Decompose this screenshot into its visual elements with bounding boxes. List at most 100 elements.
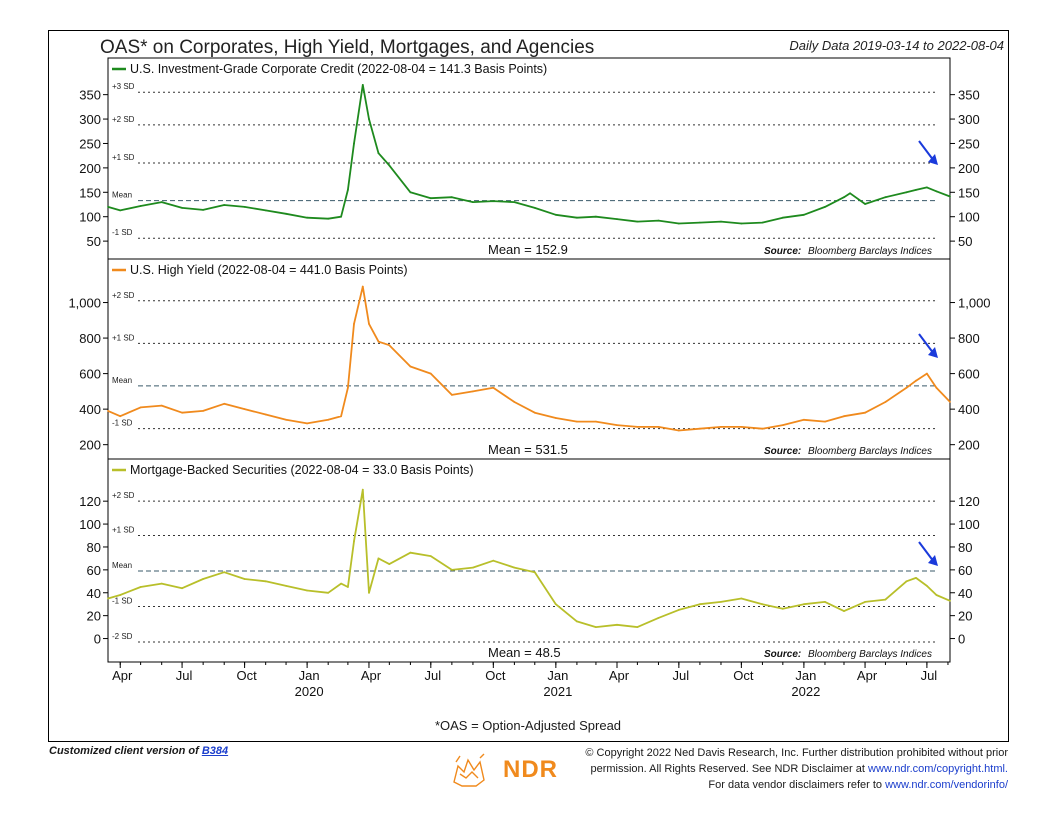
data-point: [472, 201, 474, 204]
y-tick-label-left: 0: [94, 632, 101, 647]
data-point: [915, 577, 917, 579]
data-point: [657, 426, 660, 428]
trend-arrow-head-icon: [928, 555, 938, 566]
copyright-link[interactable]: www.ndr.com/copyright.html.: [868, 763, 1008, 775]
x-tick-label: Jan: [547, 668, 568, 683]
data-point: [699, 427, 701, 430]
legend-label: U.S. Investment-Grade Corporate Credit (…: [130, 62, 547, 76]
y-tick-label-left: 400: [79, 402, 101, 417]
data-point: [533, 411, 536, 414]
data-point: [864, 411, 866, 414]
data-point: [657, 617, 660, 619]
data-point: [139, 406, 142, 409]
y-tick-label-left: 1,000: [68, 296, 101, 311]
data-point: [353, 142, 355, 145]
x-year-label: 2020: [295, 684, 324, 699]
data-point: [740, 426, 743, 428]
copyright-block: © Copyright 2022 Ned Davis Research, Inc…: [585, 745, 1008, 793]
y-tick-label-right: 60: [958, 563, 972, 578]
data-point: [915, 189, 917, 191]
data-point: [699, 603, 701, 606]
data-point: [843, 610, 845, 612]
data-point: [429, 555, 432, 557]
data-point: [513, 201, 516, 204]
source-text: Bloomberg Barclays Indices: [808, 446, 932, 457]
data-point: [409, 365, 412, 368]
data-point: [223, 204, 226, 206]
sd-line-label: +1 SD: [112, 526, 135, 535]
data-point: [636, 426, 639, 428]
source-label: Source:: [764, 446, 801, 457]
y-tick-label-left: 60: [87, 563, 101, 578]
y-tick-label-right: 250: [958, 136, 980, 151]
data-point: [340, 582, 342, 585]
data-point: [160, 201, 163, 204]
x-tick-label: Jan: [795, 668, 816, 683]
data-point: [554, 213, 557, 216]
data-point: [347, 586, 349, 588]
data-point: [781, 216, 784, 219]
data-point: [781, 607, 784, 610]
data-point: [223, 571, 226, 574]
data-point: [327, 418, 330, 421]
data-point: [720, 426, 722, 428]
data-point: [740, 222, 743, 225]
data-point: [285, 585, 287, 587]
data-point: [949, 599, 951, 602]
data-point: [368, 591, 370, 594]
data-point: [636, 626, 639, 628]
chart-title: OAS* on Corporates, High Yield, Mortgage…: [100, 37, 595, 58]
trend-arrow-head-icon: [928, 154, 938, 165]
data-point: [492, 559, 495, 562]
data-point: [781, 424, 784, 426]
data-point: [451, 394, 453, 396]
data-point: [616, 424, 618, 426]
sd-line-label: +2 SD: [112, 291, 135, 300]
data-point: [761, 427, 764, 430]
copyright-line-3-text: For data vendor disclaimers refer to: [708, 779, 886, 791]
data-point: [388, 344, 391, 347]
sd-line-label: +2 SD: [112, 491, 135, 500]
data-point: [409, 551, 412, 554]
y-tick-label-right: 100: [958, 517, 980, 532]
data-point: [803, 213, 805, 216]
trend-arrow-icon: [918, 333, 935, 355]
data-point: [824, 206, 826, 208]
data-point: [340, 215, 342, 218]
sd-line-label: +1 SD: [112, 333, 135, 342]
client-version-link[interactable]: B384: [201, 745, 229, 757]
data-point: [139, 586, 142, 588]
data-point: [472, 566, 474, 569]
vendorinfo-link[interactable]: www.ndr.com/vendorinfo/: [885, 779, 1008, 791]
x-tick-label: Apr: [361, 668, 382, 683]
y-tick-label-left: 120: [79, 494, 101, 509]
data-point: [533, 571, 536, 574]
y-tick-label-right: 200: [958, 161, 980, 176]
data-point: [243, 408, 246, 410]
copyright-line-2-text: permission. All Rights Reserved. See NDR…: [590, 763, 868, 775]
y-tick-label-left: 100: [79, 210, 101, 225]
data-point: [160, 404, 163, 407]
y-tick-label-left: 300: [79, 112, 101, 127]
panel-frame: [107, 57, 951, 260]
data-point: [202, 410, 205, 412]
data-point: [677, 609, 680, 611]
y-tick-label-left: 800: [79, 331, 101, 346]
data-point: [554, 417, 557, 419]
y-tick-label-left: 80: [87, 540, 101, 555]
data-point: [616, 623, 618, 626]
x-tick-label: Oct: [485, 668, 506, 683]
data-point: [347, 189, 349, 191]
client-version-prefix: Customized client version of: [49, 745, 202, 757]
mean-value-label: Mean = 152.9: [488, 242, 568, 257]
data-point: [264, 580, 267, 583]
data-point: [616, 218, 618, 221]
x-year-label: 2021: [543, 684, 572, 699]
data-point: [388, 563, 391, 565]
data-point: [353, 540, 355, 543]
data-point: [926, 585, 928, 587]
data-point: [160, 582, 163, 585]
sd-line-label: -1 SD: [112, 228, 133, 237]
data-point: [492, 386, 495, 389]
y-tick-label-right: 50: [958, 234, 972, 249]
